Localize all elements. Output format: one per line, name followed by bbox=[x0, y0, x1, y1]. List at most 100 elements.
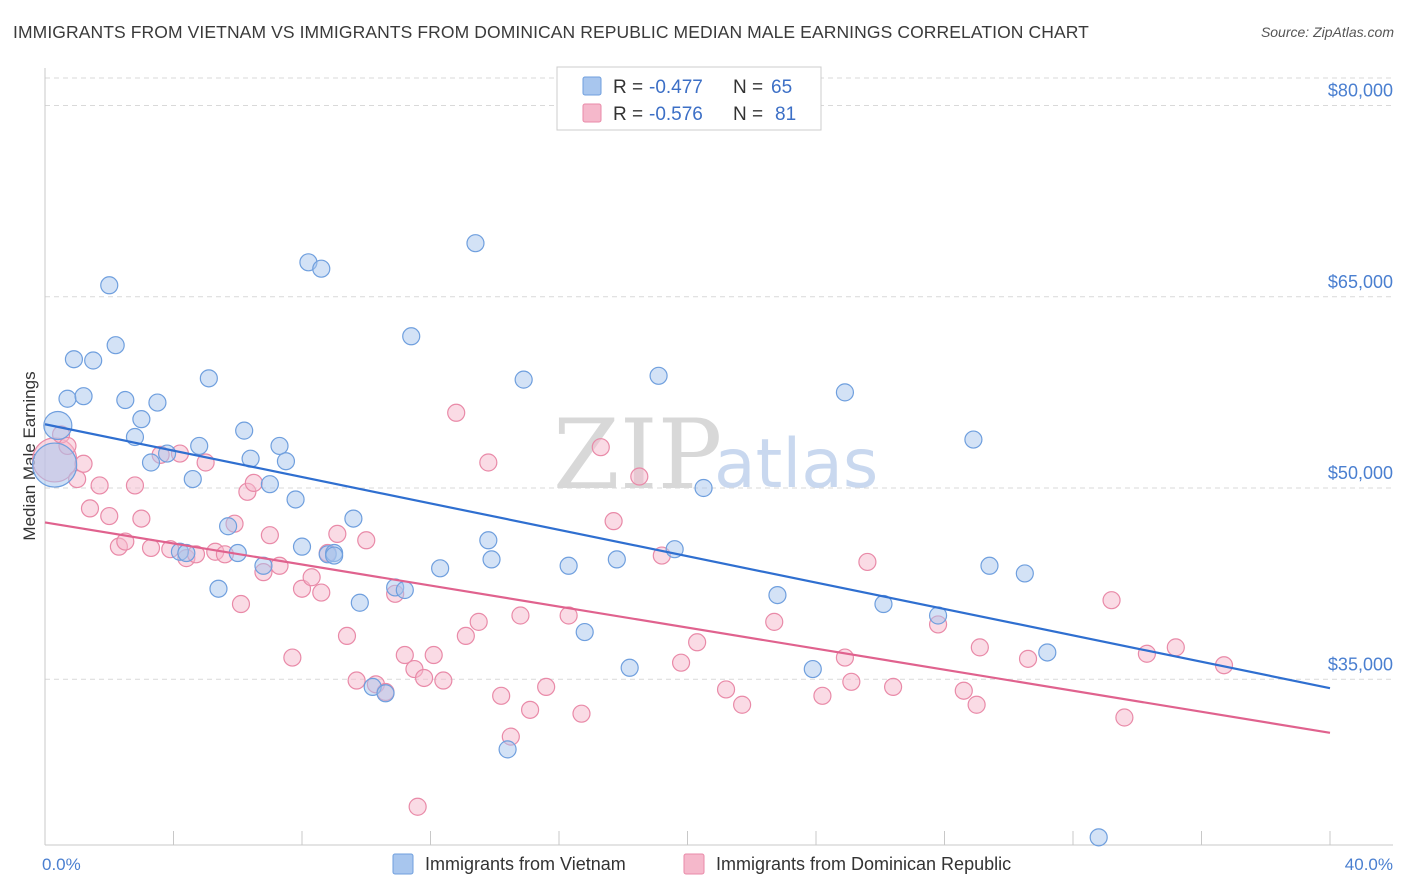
source-credit: Source: ZipAtlas.com bbox=[1260, 24, 1394, 40]
data-point-dominican bbox=[954, 681, 973, 700]
data-point-dominican bbox=[1018, 649, 1038, 668]
data-point-vietnam bbox=[1038, 643, 1057, 662]
chart-title: IMMIGRANTS FROM VIETNAM VS IMMIGRANTS FR… bbox=[13, 22, 1089, 42]
data-point-vietnam bbox=[620, 658, 639, 677]
data-point-vietnam bbox=[132, 410, 151, 429]
data-point-vietnam bbox=[402, 327, 421, 346]
data-point-dominican bbox=[1166, 638, 1185, 657]
data-point-dominican bbox=[347, 671, 366, 690]
data-point-dominican bbox=[132, 509, 151, 528]
x-tick-label-max: 40.0% bbox=[1345, 855, 1393, 874]
trend-line-dominican bbox=[44, 521, 1331, 734]
data-point-dominican bbox=[559, 606, 578, 625]
data-point-vietnam bbox=[235, 421, 254, 440]
stats-legend-n-value-vietnam: 65 bbox=[771, 77, 792, 98]
data-point-dominican bbox=[1137, 644, 1156, 663]
data-point-vietnam bbox=[575, 622, 594, 642]
data-point-vietnam bbox=[270, 436, 289, 456]
data-point-vietnam bbox=[559, 556, 578, 575]
data-point-dominican bbox=[765, 612, 784, 631]
data-point-dominican bbox=[302, 568, 321, 587]
data-point-dominican bbox=[716, 680, 736, 699]
stats-legend-r-value-vietnam: -0.477 bbox=[649, 77, 703, 98]
watermark-zip: ZIP bbox=[553, 399, 722, 511]
watermark-atlas: atlas bbox=[714, 425, 878, 504]
data-point-dominican bbox=[520, 700, 540, 719]
data-point-dominican bbox=[688, 633, 707, 652]
data-point-vietnam bbox=[64, 350, 84, 369]
data-point-vietnam bbox=[276, 452, 296, 471]
trend-line-vietnam bbox=[44, 423, 1331, 690]
data-point-vietnam bbox=[219, 517, 238, 536]
data-point-dominican bbox=[1115, 708, 1134, 727]
gridlines bbox=[45, 77, 1393, 680]
data-point-dominican bbox=[408, 797, 427, 816]
stats-legend-r-value-dominican: -0.576 bbox=[649, 104, 703, 125]
data-point-dominican bbox=[511, 606, 530, 625]
data-point-vietnam bbox=[116, 390, 135, 410]
data-point-dominican bbox=[100, 506, 119, 526]
data-point-dominican bbox=[492, 686, 511, 705]
legend-swatch-dominican bbox=[683, 853, 705, 875]
y-axis-title: Median Male Earnings bbox=[20, 371, 39, 540]
data-point-dominican bbox=[537, 677, 556, 697]
data-point-vietnam bbox=[148, 393, 167, 412]
data-point-dominican bbox=[357, 531, 376, 550]
data-point-dominican bbox=[456, 626, 475, 646]
legend-label-vietnam: Immigrants from Vietnam bbox=[425, 854, 626, 874]
data-point-dominican bbox=[395, 645, 414, 665]
data-point-vietnam bbox=[106, 336, 125, 355]
data-point-vietnam bbox=[74, 387, 93, 406]
data-point-dominican bbox=[414, 668, 434, 688]
stats-legend-n-label-dominican: N = bbox=[733, 104, 763, 125]
data-point-dominican bbox=[733, 695, 752, 714]
data-point-vietnam bbox=[376, 684, 395, 703]
data-point-vietnam bbox=[100, 276, 119, 295]
data-point-vietnam bbox=[84, 351, 103, 370]
data-point-dominican bbox=[604, 512, 623, 531]
data-point-dominican bbox=[469, 612, 488, 631]
y-tick-label: $35,000 bbox=[1328, 654, 1393, 674]
data-point-vietnam bbox=[350, 593, 369, 612]
data-point-vietnam bbox=[260, 475, 279, 494]
data-point-vietnam bbox=[199, 369, 218, 388]
data-point-dominican bbox=[813, 686, 832, 705]
x-ticks bbox=[44, 831, 1331, 845]
stats-legend-r-label-vietnam: R = bbox=[613, 77, 643, 98]
data-point-dominican bbox=[970, 638, 989, 657]
y-tick-label: $80,000 bbox=[1328, 81, 1393, 101]
data-point-dominican bbox=[434, 671, 453, 690]
data-point-vietnam bbox=[514, 370, 533, 389]
data-point-vietnam bbox=[141, 453, 161, 472]
data-point-dominican bbox=[1102, 591, 1121, 610]
y-tick-label: $50,000 bbox=[1328, 463, 1393, 483]
data-point-vietnam bbox=[312, 259, 331, 278]
data-point-vietnam bbox=[286, 490, 305, 509]
data-point-dominican bbox=[572, 704, 591, 723]
data-point-vietnam bbox=[649, 366, 668, 385]
stats-legend-n-label-vietnam: N = bbox=[733, 77, 763, 98]
stats-legend-n-value-dominican: 81 bbox=[775, 104, 796, 125]
stats-legend: R = -0.477 N = 65 R = -0.576 N = 81 bbox=[556, 66, 822, 131]
data-point-dominican bbox=[883, 677, 903, 697]
data-point-dominican bbox=[125, 476, 145, 495]
data-point-vietnam bbox=[292, 537, 312, 556]
data-point-dominican bbox=[260, 526, 279, 545]
data-point-dominican bbox=[424, 645, 443, 665]
data-point-vietnam bbox=[498, 740, 517, 759]
data-point-vietnam bbox=[964, 430, 983, 449]
data-point-dominican bbox=[244, 473, 263, 492]
data-point-vietnam bbox=[768, 585, 787, 605]
data-point-vietnam bbox=[32, 442, 78, 488]
data-point-vietnam bbox=[58, 389, 77, 408]
data-point-vietnam bbox=[482, 550, 501, 569]
x-tick-label-min: 0.0% bbox=[42, 855, 81, 874]
data-point-dominican bbox=[74, 454, 93, 473]
stats-legend-swatch-vietnam bbox=[582, 76, 602, 96]
data-point-dominican bbox=[328, 524, 347, 544]
data-point-vietnam bbox=[395, 580, 414, 600]
data-point-vietnam bbox=[835, 383, 855, 402]
legend-swatch-vietnam bbox=[392, 853, 414, 875]
data-point-vietnam bbox=[479, 531, 498, 550]
